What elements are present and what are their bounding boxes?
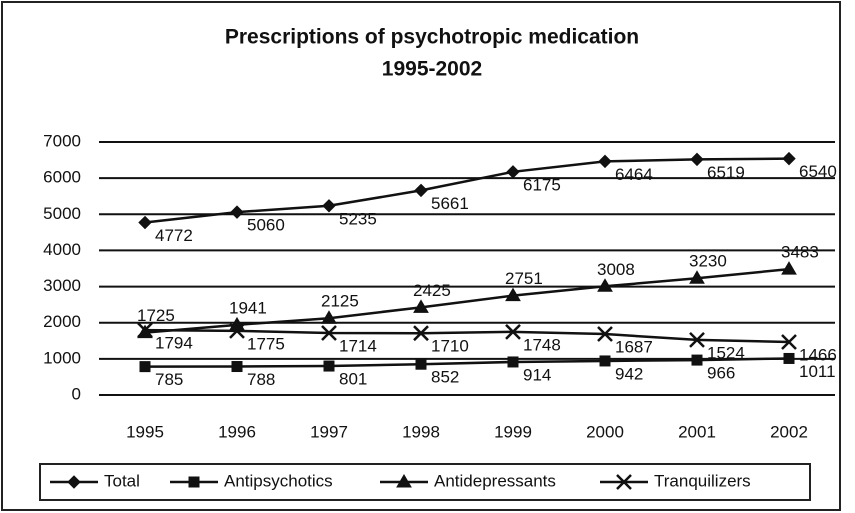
y-tick-label: 3000 (43, 276, 81, 295)
x-tick-label: 2001 (678, 422, 716, 441)
point-marker (781, 261, 797, 275)
point-marker (691, 354, 703, 366)
legend-marker (188, 476, 200, 488)
legend-marker (67, 475, 81, 489)
point-marker (322, 199, 336, 213)
legend-marker (396, 474, 412, 488)
x-tick-label: 1997 (310, 422, 348, 441)
point-marker (231, 361, 243, 373)
data-label: 1011 (799, 362, 836, 381)
data-label: 1941 (229, 298, 267, 317)
point-marker (689, 270, 705, 284)
legend-label: Total (104, 471, 140, 490)
data-label: 1748 (523, 335, 561, 354)
data-label: 6175 (523, 175, 561, 194)
data-label: 852 (431, 368, 459, 387)
x-tick-label: 1995 (126, 422, 164, 441)
point-marker (413, 299, 429, 313)
y-tick-label: 5000 (43, 204, 81, 223)
point-marker (229, 322, 245, 339)
series-line (144, 328, 790, 344)
x-tick-label: 2000 (586, 422, 624, 441)
x-tick-label: 2002 (770, 422, 808, 441)
data-label: 3230 (689, 252, 727, 271)
point-marker (782, 151, 796, 166)
point-marker (323, 360, 335, 372)
chart-subtitle: 1995-2002 (382, 58, 482, 81)
series-line (144, 357, 790, 368)
data-label: 1687 (615, 338, 653, 357)
data-label: 1725 (137, 306, 175, 325)
data-label: 3483 (781, 243, 819, 262)
data-label: 5235 (339, 209, 377, 228)
point-marker (689, 332, 705, 348)
data-label: 1710 (431, 337, 469, 356)
legend-label: Antipsychotics (224, 471, 333, 490)
point-marker (321, 325, 337, 341)
point-marker (230, 205, 244, 219)
data-label: 5060 (247, 216, 285, 235)
data-label: 1794 (155, 334, 193, 353)
point-marker (321, 310, 337, 324)
point-marker (415, 358, 427, 370)
point-marker (597, 326, 613, 342)
chart-title: Prescriptions of psychotropic medication (225, 26, 639, 49)
series-line (144, 267, 790, 334)
point-marker (505, 323, 521, 340)
point-marker (597, 278, 613, 292)
legend-marker (616, 474, 632, 490)
y-tick-label: 0 (72, 384, 81, 403)
legend-box (39, 463, 811, 501)
point-marker (138, 215, 152, 230)
data-label: 1714 (339, 337, 377, 356)
point-marker (139, 361, 151, 373)
y-tick-label: 4000 (43, 240, 81, 259)
data-label: 6540 (799, 162, 837, 181)
point-marker (690, 152, 704, 167)
data-label: 6519 (707, 163, 745, 182)
chart-frame (1, 1, 841, 511)
data-label: 4772 (155, 226, 193, 245)
y-tick-label: 2000 (43, 312, 81, 331)
y-tick-label: 6000 (43, 168, 81, 187)
data-label: 1524 (707, 343, 745, 362)
series-line (144, 157, 790, 224)
data-label: 788 (247, 370, 275, 389)
y-tick-label: 1000 (43, 348, 81, 367)
point-marker (505, 287, 521, 302)
data-label: 785 (155, 370, 183, 389)
legend-label: Antidepressants (434, 471, 556, 490)
data-label: 2125 (321, 292, 359, 311)
data-label: 1775 (247, 334, 285, 353)
data-label: 2425 (413, 281, 451, 300)
point-marker (413, 325, 429, 342)
data-label: 914 (523, 365, 551, 384)
point-marker (414, 183, 428, 198)
point-marker (506, 165, 520, 179)
point-marker (599, 355, 611, 367)
x-tick-label: 1996 (218, 422, 256, 441)
data-label: 6464 (615, 165, 653, 184)
data-label: 3008 (597, 260, 635, 279)
legend-label: Tranquilizers (654, 471, 751, 490)
data-label: 801 (339, 370, 367, 389)
point-marker (781, 334, 797, 350)
point-marker (598, 154, 612, 169)
x-tick-label: 1999 (494, 422, 532, 441)
point-marker (783, 352, 795, 364)
y-tick-label: 7000 (43, 131, 81, 150)
data-label: 942 (615, 364, 643, 383)
point-marker (137, 322, 153, 339)
x-tick-label: 1998 (402, 422, 440, 441)
point-marker (507, 356, 519, 368)
data-label: 966 (707, 364, 735, 383)
data-label: 5661 (431, 194, 469, 213)
data-label: 2751 (505, 269, 543, 288)
data-label: 1466 (799, 345, 837, 364)
